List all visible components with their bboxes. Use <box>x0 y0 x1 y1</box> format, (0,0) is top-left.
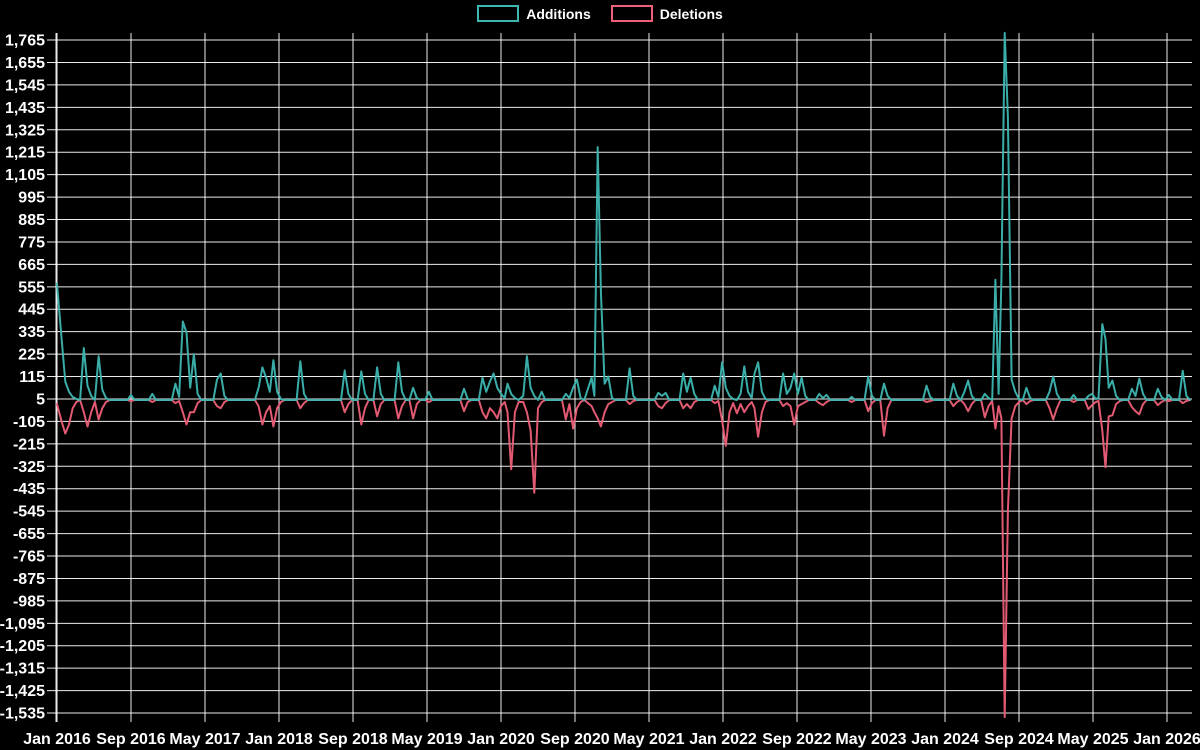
x-axis-label: Sep 2016 <box>96 731 165 748</box>
y-axis-label: -875 <box>13 571 45 588</box>
chart-legend: Additions Deletions <box>0 5 1200 22</box>
y-axis-label: 445 <box>18 302 45 319</box>
y-axis-label: 1,655 <box>5 55 45 72</box>
y-axis-label: 995 <box>18 190 45 207</box>
x-axis-label: Sep 2024 <box>984 731 1053 748</box>
y-axis-label: 335 <box>18 324 45 341</box>
y-axis-label: -1,095 <box>0 616 45 633</box>
x-axis-label: Jan 2016 <box>23 731 91 748</box>
y-axis-label: 885 <box>18 212 45 229</box>
x-axis-label: May 2021 <box>613 731 684 748</box>
y-axis-label: 1,105 <box>5 167 45 184</box>
y-axis-label: -1,205 <box>0 638 45 655</box>
y-axis-label: -765 <box>13 549 45 566</box>
y-axis-label: -1,535 <box>0 706 45 723</box>
y-axis-label: -655 <box>13 526 45 543</box>
y-axis-label: 1,325 <box>5 122 45 139</box>
x-axis-label: Jan 2020 <box>467 731 535 748</box>
series-line-deletions <box>56 399 1192 719</box>
y-axis-label: 665 <box>18 257 45 274</box>
legend-label-additions: Additions <box>526 5 591 22</box>
x-axis-label: Sep 2018 <box>318 731 387 748</box>
x-axis-label: Sep 2022 <box>762 731 831 748</box>
series-line-additions <box>56 31 1192 401</box>
y-axis-label: -105 <box>13 414 45 431</box>
x-axis-label: Jan 2024 <box>911 731 979 748</box>
x-axis-label: Jan 2018 <box>245 731 313 748</box>
x-axis-label: Jan 2022 <box>689 731 757 748</box>
y-axis-label: 775 <box>18 234 45 251</box>
x-axis-label: Jan 2026 <box>1133 731 1200 748</box>
y-axis-label: 1,435 <box>5 100 45 117</box>
legend-item-additions[interactable]: Additions <box>477 5 591 22</box>
y-axis-label: -545 <box>13 504 45 521</box>
x-axis-label: Sep 2020 <box>540 731 609 748</box>
legend-label-deletions: Deletions <box>659 5 723 22</box>
y-axis-label: -325 <box>13 459 45 476</box>
y-axis-label: 555 <box>18 279 45 296</box>
y-axis-label: 1,765 <box>5 33 45 50</box>
y-axis-label: -1,315 <box>0 661 45 678</box>
y-axis-label: -435 <box>13 481 45 498</box>
x-axis-label: May 2019 <box>391 731 462 748</box>
y-axis-label: -215 <box>13 436 45 453</box>
x-axis-label: May 2023 <box>835 731 906 748</box>
y-axis-label: 5 <box>36 391 45 408</box>
y-axis-label: 1,545 <box>5 77 45 94</box>
deletions-swatch-icon <box>610 5 653 22</box>
additions-swatch-icon <box>477 5 520 22</box>
x-axis-label: May 2017 <box>169 731 240 748</box>
legend-item-deletions[interactable]: Deletions <box>610 5 723 22</box>
y-axis-label: 115 <box>19 369 45 386</box>
y-axis-label: 1,215 <box>5 145 45 162</box>
y-axis-label: 225 <box>18 347 45 364</box>
y-axis-label: -985 <box>13 593 45 610</box>
y-axis-label: -1,425 <box>0 683 45 700</box>
x-axis-label: May 2025 <box>1057 731 1128 748</box>
